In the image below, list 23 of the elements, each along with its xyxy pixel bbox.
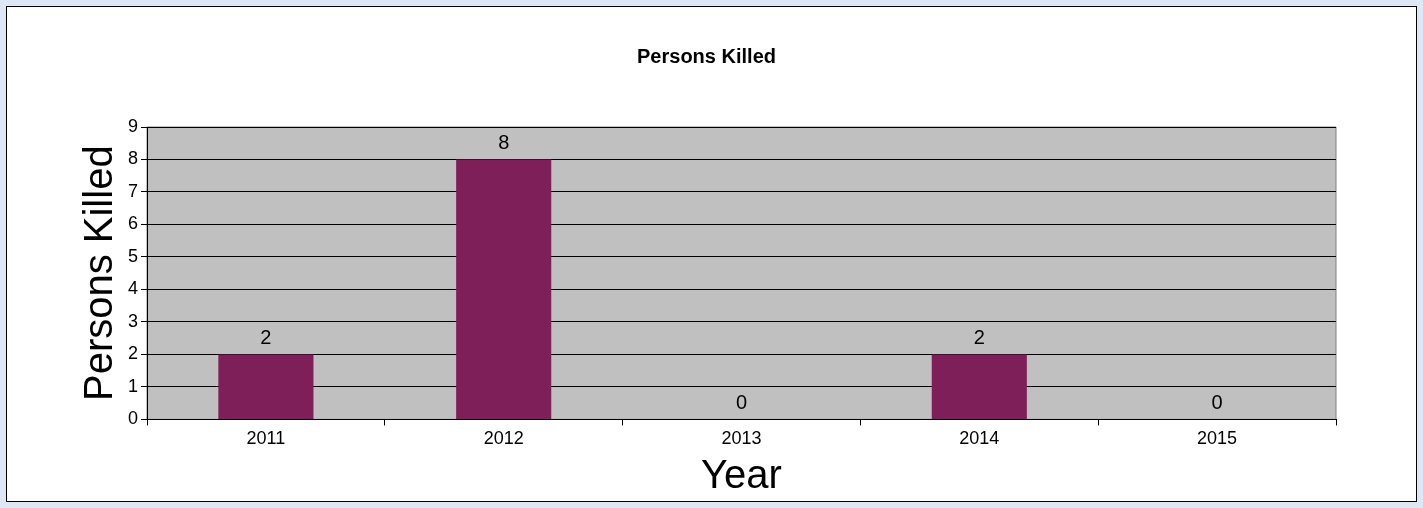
y-axis-title: Persons Killed (76, 145, 121, 402)
x-tick-label: 2013 (721, 428, 762, 449)
y-tick-label: 7 (128, 180, 139, 201)
data-label: 2 (973, 325, 985, 348)
y-tick-label: 4 (128, 278, 139, 299)
y-tick-label: 8 (128, 148, 139, 169)
y-tick-label: 2 (128, 343, 139, 364)
x-tick-label: 2011 (246, 428, 286, 449)
x-tick-label: 2015 (1197, 428, 1238, 449)
y-tick-label: 5 (128, 245, 139, 266)
data-label: 0 (735, 390, 748, 413)
y-tick-label: 3 (128, 310, 139, 331)
x-tick-label: 2012 (483, 428, 524, 449)
y-tick-label: 9 (128, 115, 139, 136)
x-tick-label: 2014 (959, 428, 1000, 449)
y-tick-label: 1 (128, 375, 139, 396)
chart-title: Persons Killed (637, 44, 776, 67)
y-tick-label: 0 (128, 408, 139, 429)
data-label: 2 (260, 325, 272, 348)
data-label: 0 (1211, 390, 1223, 413)
data-label: 8 (498, 131, 510, 153)
y-tick-label: 6 (128, 213, 139, 234)
x-axis-title: Year (701, 452, 782, 497)
